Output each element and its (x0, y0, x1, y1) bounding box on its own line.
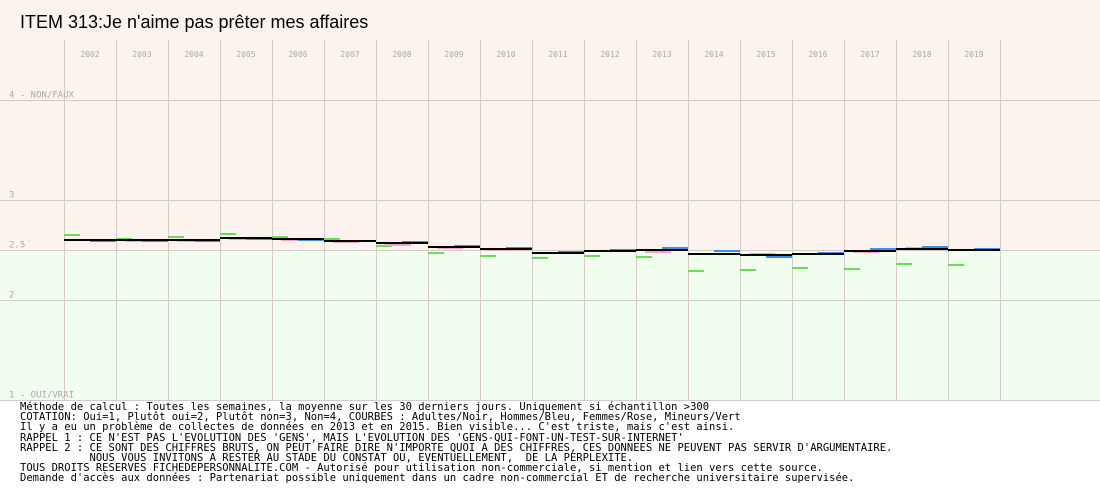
y-tick-label: 2.5 (9, 241, 25, 251)
note-line: Méthode de calcul : Toutes les semaines,… (20, 401, 710, 413)
x-tick-label: 2011 (548, 50, 567, 59)
y-tick-label: 3 (9, 191, 14, 201)
x-tick-label: 2010 (496, 50, 515, 59)
x-tick-label: 2012 (600, 50, 619, 59)
x-tick-label: 2003 (132, 50, 151, 59)
x-tick-label: 2005 (236, 50, 255, 59)
x-tick-label: 2015 (756, 50, 775, 59)
note-line: NOUS VOUS INVITONS A RESTER AU STADE DU … (20, 452, 634, 465)
chart-title: ITEM 313:Je n'aime pas prêter mes affair… (20, 12, 369, 32)
lower-band (0, 250, 1100, 400)
x-tick-label: 2016 (808, 50, 827, 59)
x-tick-label: 2009 (444, 50, 463, 59)
x-tick-label: 2008 (392, 50, 411, 59)
y-tick-label: 2 (9, 291, 14, 301)
x-tick-label: 2018 (912, 50, 931, 59)
x-tick-label: 2002 (80, 50, 99, 59)
upper-band (0, 0, 1100, 250)
note-line: RAPPEL 1 : CE N'EST PAS L'EVOLUTION DES … (20, 431, 684, 444)
x-tick-label: 2019 (964, 50, 983, 59)
note-line: Il y a eu un problème de collectes de do… (20, 421, 735, 434)
x-tick-label: 2004 (184, 50, 203, 59)
x-tick-label: 2014 (704, 50, 723, 59)
y-tick-label: 1 - OUI/VRAI (9, 391, 74, 401)
x-tick-label: 2017 (860, 50, 879, 59)
note-line: COTATION: Oui=1, Plutôt oui=2, Plutôt no… (20, 411, 741, 424)
note-line: TOUS DROITS RESERVES FICHEDEPERSONNALITE… (20, 462, 823, 475)
note-line: Demande d'accès aux données : Partenaria… (20, 472, 855, 485)
note-line: RAPPEL 2 : CE SONT DES CHIFFRES BRUTS, O… (20, 441, 893, 454)
x-tick-label: 2007 (340, 50, 359, 59)
x-tick-label: 2013 (652, 50, 671, 59)
x-tick-label: 2006 (288, 50, 307, 59)
notes-block: Méthode de calcul : Toutes les semaines,… (20, 402, 1090, 484)
y-tick-label: 4 - NON/FAUX (9, 91, 75, 101)
